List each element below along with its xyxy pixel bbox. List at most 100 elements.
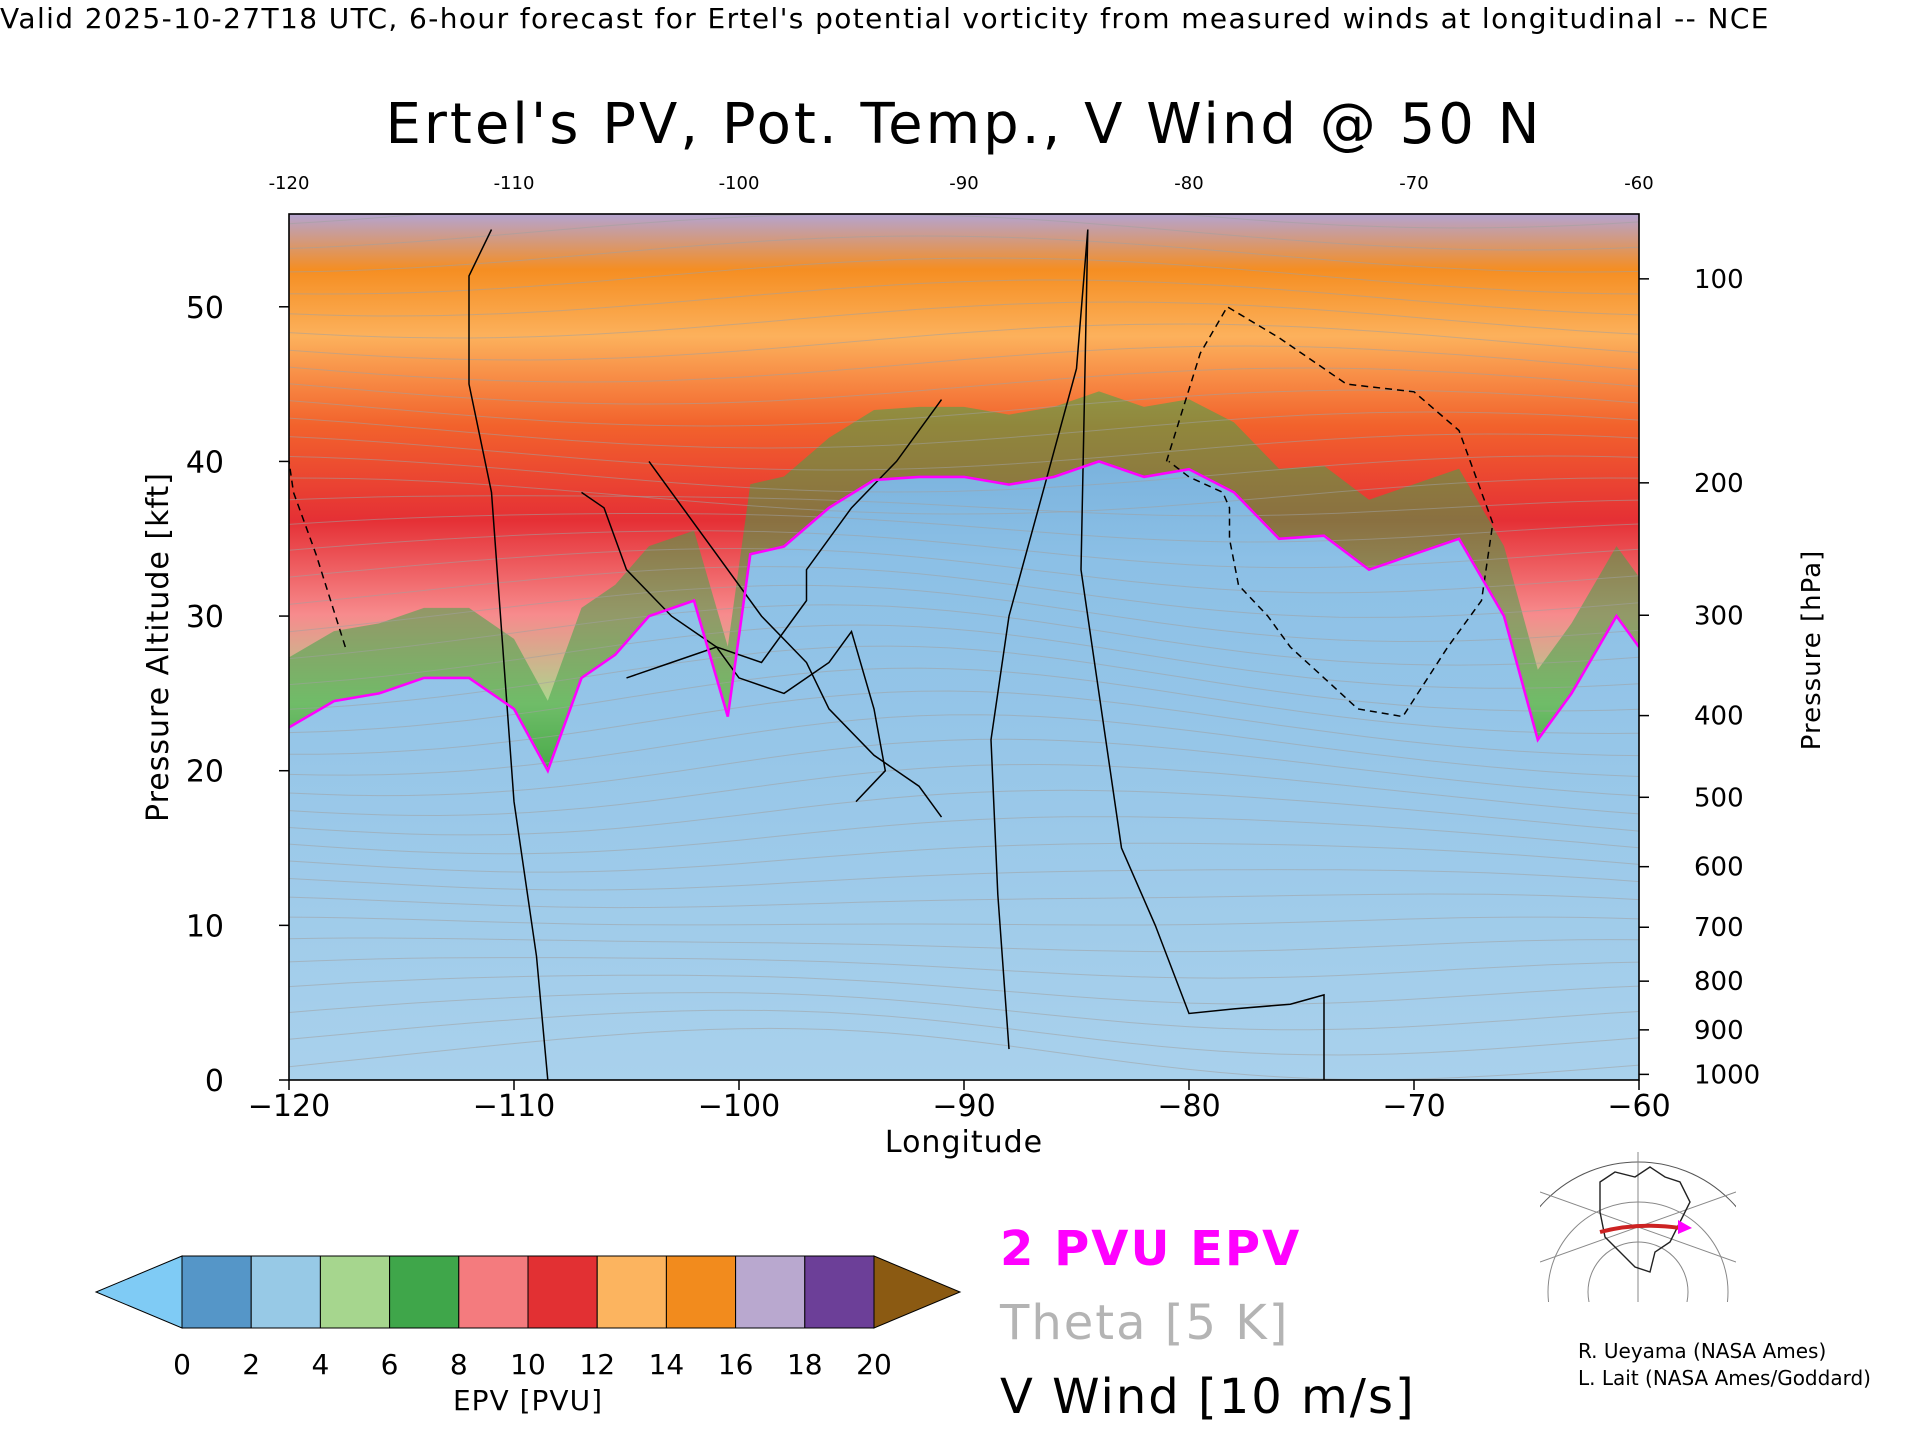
theta-contours [289, 214, 1639, 1080]
pressure-tick-label: 500 [1694, 783, 1744, 813]
colorbar-segment [665, 1255, 737, 1329]
colorbar-arrow-low [94, 1255, 183, 1329]
colorbar-segment [527, 1255, 598, 1329]
v-wind-contour-line [289, 461, 347, 648]
colorbar-segment [250, 1255, 321, 1329]
theta-contour-line [289, 411, 1639, 449]
x-tick-label: −90 [932, 1089, 995, 1124]
theta-contour-line [289, 513, 1639, 543]
y-axis-right-ticks: 100 200 300 400 500 600 700 800 900 1000 [1639, 265, 1760, 1090]
x-tick-label: −120 [248, 1089, 330, 1124]
colorbar-tick-label: 20 [856, 1348, 892, 1381]
pv-2-contour [289, 460, 1639, 774]
theta-contour-line [289, 738, 1639, 797]
colorbar-segment [735, 1255, 806, 1329]
y-tick-label: 0 [205, 1064, 224, 1099]
y-tick-label: 20 [186, 755, 224, 790]
theta-contour-line [289, 992, 1639, 1031]
legend-theta: Theta [5 K] [1000, 1295, 1290, 1351]
legend-vwind: V Wind [10 m/s] [1000, 1369, 1416, 1425]
x-tick-label: −70 [1382, 1089, 1445, 1124]
v-wind-contour-line [468, 229, 549, 1080]
colorbar-segment [389, 1255, 460, 1329]
pressure-tick-label: 700 [1694, 913, 1744, 943]
theta-contour-line [289, 645, 1639, 712]
credit-line-1: R. Ueyama (NASA Ames) [1578, 1339, 1827, 1363]
y-tick-label: 10 [186, 909, 224, 944]
theta-contour-line [289, 279, 1639, 317]
v-wind-contour-line [1080, 229, 1325, 1080]
v-wind-contour-line [1165, 305, 1494, 718]
colorbar-tick-label: 10 [510, 1348, 546, 1381]
colorbar-segment [804, 1255, 875, 1329]
pressure-tick-label: 800 [1694, 967, 1744, 997]
theta-contour-line [289, 604, 1639, 666]
y-axis-left-label: Pressure Altitude [kft] [141, 472, 176, 822]
theta-contour-line [289, 842, 1639, 873]
contour-legend: 2 PVU EPV Theta [5 K] V Wind [10 m/s] [1000, 1212, 1416, 1434]
y-axis-left-ticks: 0 10 20 30 40 50 [186, 291, 289, 1099]
x-axis-ticks: −120 −110 −100 −90 −80 −70 −60 [248, 1080, 1671, 1124]
colorbar-tick-label: 18 [787, 1348, 823, 1381]
y-tick-label: 40 [186, 445, 224, 480]
theta-contour-line [289, 624, 1639, 689]
theta-contour-line [289, 433, 1639, 471]
colorbar-label: EPV [PVU] [453, 1384, 603, 1417]
colorbar-tick-label: 2 [242, 1348, 260, 1381]
chart-title: Ertel's PV, Pot. Temp., V Wind @ 50 N [385, 92, 1542, 157]
colorbar-segment [319, 1255, 391, 1329]
globe-map-icon [1540, 1152, 1736, 1302]
theta-contour-line [289, 257, 1639, 295]
v-wind-contours [289, 229, 1494, 1080]
theta-contour-line [289, 235, 1639, 273]
theta-contour-line [289, 530, 1639, 569]
top-x-tick-label: -70 [1399, 173, 1428, 194]
theta-contour-line [289, 789, 1639, 836]
legend-pv: 2 PVU EPV [1000, 1221, 1302, 1277]
colorbar-tick-label: 4 [311, 1348, 329, 1381]
colorbar-segment [596, 1255, 667, 1329]
x-tick-label: −80 [1157, 1089, 1220, 1124]
theta-contour-line [289, 1009, 1639, 1056]
theta-contour-line [289, 937, 1639, 953]
top-x-tick-label: -110 [494, 173, 535, 194]
colorbar-tick-label: 0 [173, 1348, 191, 1381]
y-axis-right-label: Pressure [hPa] [1797, 550, 1827, 751]
top-x-axis-ticks: -120 -110 -100 -90 -80 -70 -60 [269, 173, 1654, 194]
colorbar-tick-label: 16 [718, 1348, 754, 1381]
stratosphere-green-band [289, 391, 1639, 771]
theta-contour-line [289, 869, 1639, 891]
theta-contour-line [289, 389, 1639, 427]
x-tick-label: −100 [698, 1089, 780, 1124]
theta-contour-line [289, 763, 1639, 817]
v-wind-contour-line [990, 229, 1089, 1050]
theta-contour-line [289, 714, 1639, 777]
theta-contour-line [289, 301, 1639, 339]
colorbar-arrow-high [873, 1255, 962, 1329]
theta-contour-line [289, 495, 1639, 517]
theta-contour-line [289, 214, 1639, 229]
x-tick-label: −60 [1607, 1089, 1670, 1124]
top-x-tick-label: -100 [719, 173, 760, 194]
theta-contour-line [289, 690, 1639, 757]
top-x-tick-label: -120 [269, 173, 310, 194]
colorbar-tick-label: 12 [579, 1348, 615, 1381]
theta-contour-line [289, 455, 1639, 493]
v-wind-contour-line [648, 460, 943, 818]
top-x-tick-label: -80 [1174, 173, 1203, 194]
theta-contour-line [289, 893, 1639, 909]
y-tick-label: 50 [186, 291, 224, 326]
credits: R. Ueyama (NASA Ames) L. Lait (NASA Ames… [1578, 1338, 1871, 1392]
pressure-tick-label: 1000 [1694, 1060, 1760, 1090]
theta-contour-line [289, 566, 1639, 618]
pressure-tick-label: 200 [1694, 469, 1744, 499]
colorbar-tick-label: 14 [649, 1348, 685, 1381]
pressure-tick-label: 600 [1694, 853, 1744, 883]
pressure-tick-label: 100 [1694, 265, 1744, 295]
pressure-tick-label: 400 [1694, 702, 1744, 732]
colorbar-segment [458, 1255, 529, 1329]
theta-contour-line [289, 957, 1639, 979]
colorbar-tick-label: 6 [381, 1348, 399, 1381]
theta-contour-line [289, 584, 1639, 643]
